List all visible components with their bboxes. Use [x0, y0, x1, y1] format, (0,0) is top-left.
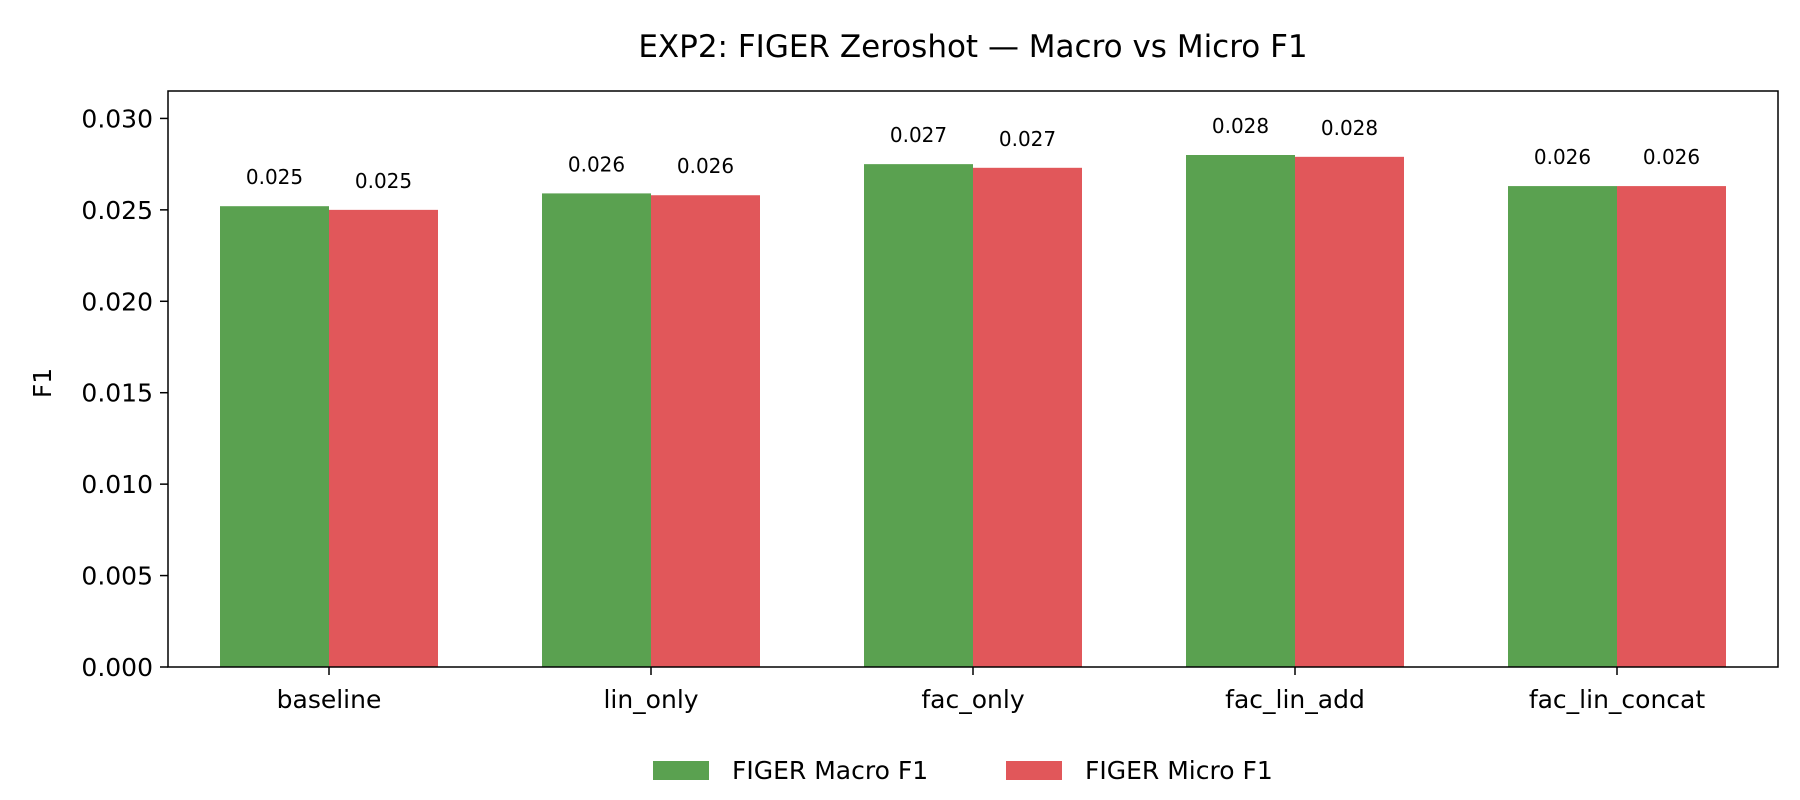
legend: FIGER Macro F1 FIGER Micro F1 — [653, 756, 1273, 785]
bar-baseline-micro — [329, 209, 438, 668]
data-label: 0.025 — [246, 165, 303, 189]
x-tick-label: fac_only — [921, 685, 1024, 714]
bar-fac_lin_concat-micro — [1617, 186, 1726, 667]
x-tick-label: fac_lin_add — [1225, 685, 1365, 714]
axes: baseline lin_only fac_only fac_lin_add fac_l… — [81, 90, 1779, 714]
legend-label: FIGER Macro F1 — [732, 756, 928, 785]
data-label: 0.028 — [1321, 116, 1378, 140]
bar-fac_only-micro — [973, 167, 1082, 668]
plot-area: 0.025 0.025 0.026 0.026 0.027 0.027 0.028 0.028… — [220, 114, 1726, 668]
bar-fac_lin_concat-macro — [1508, 186, 1617, 667]
data-label: 0.026 — [1643, 145, 1700, 169]
data-label: 0.028 — [1212, 114, 1269, 138]
y-tick-label: 0.030 — [81, 104, 153, 133]
bar-lin_only-micro — [651, 195, 760, 668]
y-tick-label: 0.015 — [81, 379, 153, 408]
x-tick-label: lin_only — [603, 685, 698, 714]
data-label: 0.026 — [1534, 145, 1591, 169]
y-tick-label: 0.010 — [81, 470, 153, 499]
data-label: 0.026 — [677, 154, 734, 178]
chart-title: EXP2: FIGER Zeroshot — Macro vs Micro F1 — [638, 29, 1307, 65]
bar-baseline-macro — [220, 206, 329, 667]
y-tick-label: 0.000 — [81, 653, 153, 682]
data-label: 0.025 — [355, 169, 412, 193]
data-label: 0.027 — [999, 127, 1056, 151]
legend-label: FIGER Micro F1 — [1085, 756, 1273, 785]
legend-swatch-macro — [653, 761, 709, 780]
bar-fac_lin_add-macro — [1186, 155, 1295, 667]
data-label: 0.026 — [568, 152, 625, 176]
bar-fac_only-macro — [864, 164, 973, 667]
y-tick-label: 0.025 — [81, 196, 153, 225]
legend-item: FIGER Micro F1 — [1006, 756, 1273, 785]
y-axis-label: F1 — [28, 368, 57, 398]
y-tick-label: 0.005 — [81, 562, 153, 591]
bar-lin_only-macro — [542, 193, 651, 667]
legend-item: FIGER Macro F1 — [653, 756, 928, 785]
data-label: 0.027 — [890, 123, 947, 147]
legend-swatch-micro — [1006, 761, 1062, 780]
x-tick-label: fac_lin_concat — [1529, 685, 1706, 714]
plot-frame — [167, 90, 1779, 668]
y-tick-label: 0.020 — [81, 287, 153, 316]
bar-fac_lin_add-micro — [1295, 156, 1404, 667]
x-tick-label: baseline — [277, 685, 382, 714]
